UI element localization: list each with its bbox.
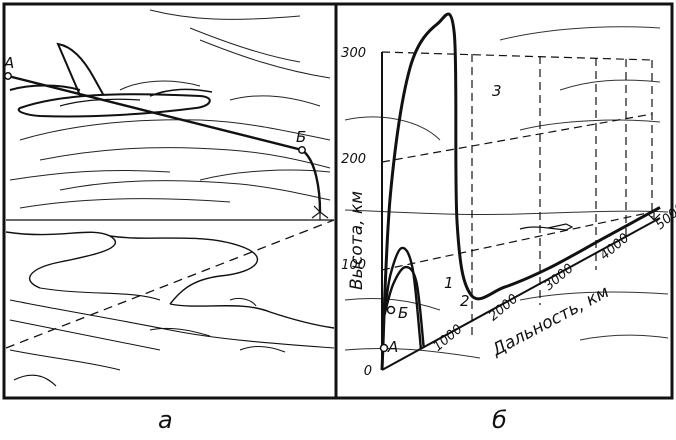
left-impact-icon — [311, 205, 329, 220]
x-axis — [381, 217, 661, 371]
y-tick-label: 200 — [341, 152, 366, 167]
point-a-label: А — [387, 338, 398, 356]
caption-right: б — [492, 406, 507, 434]
trajectory-curve-1 — [383, 246, 423, 349]
left-ground — [5, 219, 335, 387]
outer-frame — [2, 2, 674, 400]
left-panel: А Б — [3, 9, 335, 387]
y-tick-label: 300 — [341, 46, 366, 61]
left-point-a-label: А — [3, 54, 14, 72]
curve-2-label: 2 — [460, 292, 470, 310]
missile-icon — [519, 223, 574, 231]
left-point-b-label: Б — [296, 128, 306, 146]
point-a-marker — [379, 343, 389, 353]
right-landscape — [344, 26, 669, 359]
trajectory-curve-2 — [383, 265, 425, 348]
curve-3-label: 3 — [492, 82, 502, 100]
caption-left: а — [158, 406, 173, 434]
y-tick-label: 0 — [364, 364, 372, 379]
axes — [381, 52, 661, 371]
y-tick-label: 100 — [341, 258, 366, 273]
y-axis-title: Высота, км — [347, 191, 367, 290]
left-point-b-marker — [298, 146, 306, 154]
point-b-marker — [386, 305, 396, 315]
impact-icon — [647, 212, 661, 221]
left-point-a-marker — [4, 72, 12, 80]
point-b-label: Б — [398, 304, 408, 322]
curve-1-label: 1 — [444, 274, 454, 292]
trajectory-curve-3 — [380, 12, 661, 371]
aircraft-icon — [9, 42, 213, 118]
curve-layer — [380, 12, 661, 371]
left-ground-track — [5, 219, 335, 349]
left-sky-strokes — [9, 9, 331, 209]
perspective-grid — [381, 51, 653, 370]
